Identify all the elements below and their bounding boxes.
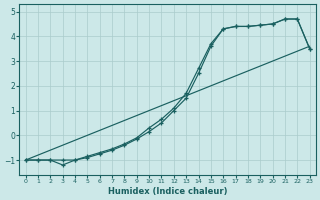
X-axis label: Humidex (Indice chaleur): Humidex (Indice chaleur) xyxy=(108,187,228,196)
